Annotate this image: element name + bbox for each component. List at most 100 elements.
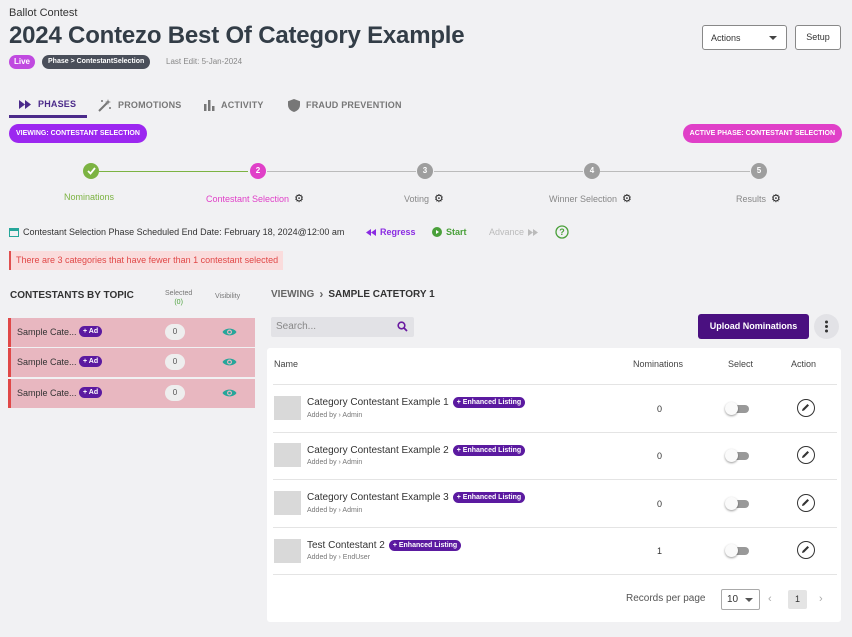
nominations-count: 0: [657, 499, 663, 509]
tab-promotions[interactable]: PROMOTIONS: [98, 93, 182, 117]
divider: [273, 432, 837, 433]
step-label-results[interactable]: Results ⚙: [736, 192, 781, 205]
table-row-name[interactable]: Category Contestant Example 1 + Enhanced…: [307, 397, 526, 408]
step-label-winner-selection[interactable]: Winner Selection ⚙: [549, 192, 632, 205]
tab-bar: PHASES PROMOTIONS ACTIVITY FRAUD PREVENT…: [9, 93, 419, 118]
warning-alert: There are 3 categories that have fewer t…: [9, 251, 284, 270]
tab-fraud-prevention-label: FRAUD PREVENTION: [306, 100, 402, 110]
fast-forward-icon: [19, 99, 31, 109]
rewind-icon: [366, 228, 376, 236]
kebab-menu-icon: [825, 320, 828, 333]
enhanced-listing-badge[interactable]: + Enhanced Listing: [388, 540, 462, 551]
topic-row[interactable]: Sample Cate... + Ad 0: [8, 379, 255, 408]
svg-text:?: ?: [559, 227, 565, 237]
step-label-text: Nominations: [64, 192, 115, 202]
schedule-text: Contestant Selection Phase Scheduled End…: [23, 227, 345, 237]
step-label-text: Winner Selection: [549, 193, 618, 204]
upload-nominations-button[interactable]: Upload Nominations: [698, 314, 809, 339]
edit-button[interactable]: [797, 399, 815, 417]
records-per-page-select[interactable]: 10: [721, 589, 760, 610]
select-toggle[interactable]: [725, 402, 749, 415]
viewing-phase-pill[interactable]: VIEWING: CONTESTANT SELECTION: [9, 124, 147, 143]
step-label-contestant-selection[interactable]: Contestant Selection ⚙: [206, 192, 304, 205]
viewing-label: VIEWING: [271, 288, 315, 300]
select-toggle[interactable]: [725, 544, 749, 557]
tab-phases[interactable]: PHASES: [9, 93, 87, 117]
caret-down-icon: [745, 598, 753, 602]
gear-icon[interactable]: ⚙: [622, 193, 632, 205]
enhanced-listing-badge[interactable]: + Enhanced Listing: [452, 492, 526, 503]
edit-button[interactable]: [797, 446, 815, 464]
actions-dropdown[interactable]: Actions: [702, 25, 787, 50]
gear-icon[interactable]: ⚙: [434, 193, 444, 205]
add-ad-badge[interactable]: + Ad: [79, 326, 103, 337]
eye-icon[interactable]: [222, 388, 237, 398]
tab-activity[interactable]: ACTIVITY: [204, 93, 264, 117]
table-row-name[interactable]: Category Contestant Example 2 + Enhanced…: [307, 445, 526, 456]
regress-button[interactable]: Regress: [366, 227, 416, 237]
table-row-name[interactable]: Test Contestant 2 + Enhanced Listing: [307, 540, 462, 551]
help-icon[interactable]: ?: [555, 225, 569, 242]
divider: [273, 527, 837, 528]
selected-count-badge: 0: [165, 385, 185, 401]
play-circle-icon: [432, 227, 442, 237]
topic-row[interactable]: Sample Cate... + Ad 0: [8, 318, 255, 347]
breadcrumb[interactable]: Ballot Contest: [9, 7, 78, 19]
nominations-count: 1: [657, 546, 663, 556]
topic-name: Sample Cate...: [17, 357, 77, 367]
divider: [273, 574, 837, 575]
add-ad-badge[interactable]: + Ad: [79, 356, 103, 367]
chevron-right-icon: ›: [319, 287, 324, 301]
shield-icon: [288, 98, 300, 112]
start-label: Start: [446, 227, 467, 237]
table-row-name[interactable]: Category Contestant Example 3 + Enhanced…: [307, 492, 526, 503]
tab-promotions-label: PROMOTIONS: [118, 100, 182, 110]
start-button[interactable]: Start: [432, 227, 467, 237]
advance-label: Advance: [489, 227, 525, 237]
gear-icon[interactable]: ⚙: [294, 193, 304, 205]
added-by: Added by › EndUser: [307, 554, 371, 561]
step-label-nominations[interactable]: Nominations: [64, 192, 114, 202]
records-per-page-label: Records per page: [626, 593, 706, 604]
active-phase-pill[interactable]: ACTIVE PHASE: CONTESTANT SELECTION: [682, 124, 842, 143]
add-ad-badge[interactable]: + Ad: [79, 387, 103, 398]
enhanced-listing-badge[interactable]: + Enhanced Listing: [452, 397, 526, 408]
selected-count: (0): [174, 299, 183, 306]
tab-fraud-prevention[interactable]: FRAUD PREVENTION: [288, 93, 402, 117]
search-icon[interactable]: [397, 321, 408, 332]
gear-icon[interactable]: ⚙: [771, 193, 781, 205]
image-placeholder-icon: [274, 539, 301, 563]
edit-button[interactable]: [797, 541, 815, 559]
step-3[interactable]: 3: [417, 163, 433, 179]
column-header-nominations[interactable]: Nominations: [633, 359, 684, 369]
chevron-left-icon[interactable]: ‹: [768, 593, 772, 605]
chevron-right-icon[interactable]: ›: [819, 593, 823, 605]
select-toggle[interactable]: [725, 449, 749, 462]
topic-name: Sample Cate...: [17, 388, 77, 398]
nominations-count: 0: [657, 451, 663, 461]
step-4[interactable]: 4: [584, 163, 600, 179]
select-toggle[interactable]: [725, 497, 749, 510]
category-name: SAMPLE CATETORY 1: [328, 288, 435, 300]
image-placeholder-icon: [274, 491, 301, 515]
current-page-button[interactable]: 1: [788, 590, 807, 609]
added-by: Added by › Admin: [307, 459, 363, 466]
enhanced-listing-badge[interactable]: + Enhanced Listing: [452, 445, 526, 456]
pencil-icon: [802, 546, 809, 553]
eye-icon[interactable]: [222, 357, 237, 367]
search-input[interactable]: Search...: [271, 317, 414, 337]
step-2[interactable]: 2: [250, 163, 266, 179]
step-5[interactable]: 5: [751, 163, 767, 179]
step-connector: [99, 171, 248, 172]
magic-wand-icon: [98, 98, 111, 112]
edit-button[interactable]: [797, 494, 815, 512]
eye-icon[interactable]: [222, 327, 237, 337]
topic-row[interactable]: Sample Cate... + Ad 0: [8, 348, 255, 377]
setup-button[interactable]: Setup: [795, 25, 841, 50]
step-1-complete[interactable]: [83, 163, 99, 179]
column-header-name[interactable]: Name: [274, 359, 299, 369]
more-options-button[interactable]: [814, 314, 839, 339]
column-header-action: Action: [791, 359, 817, 369]
step-label-voting[interactable]: Voting ⚙: [404, 192, 444, 205]
advance-button[interactable]: Advance: [489, 227, 539, 237]
